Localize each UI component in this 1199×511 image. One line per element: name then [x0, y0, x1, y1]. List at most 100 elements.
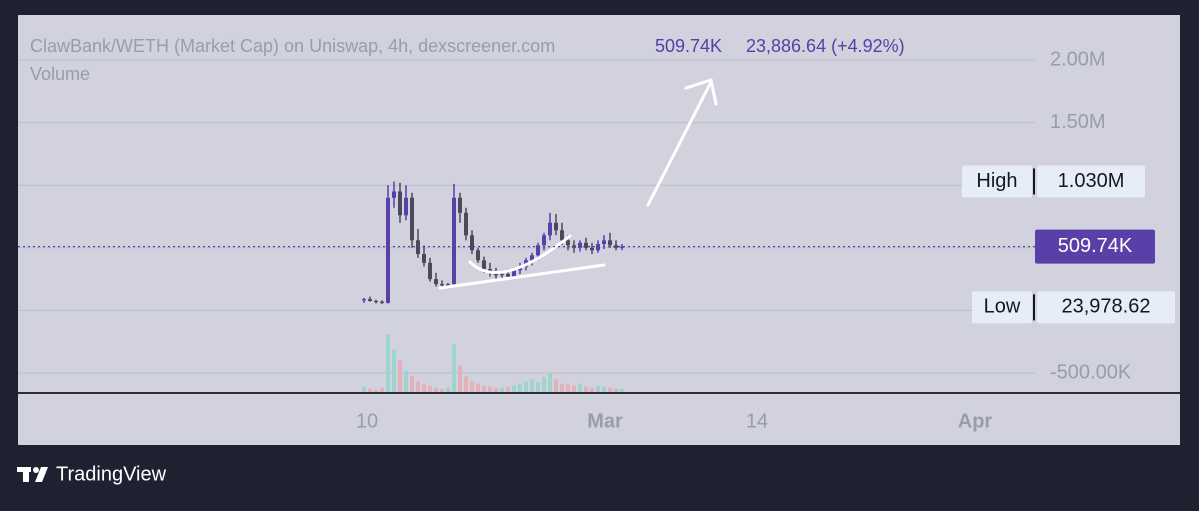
- volume-bar: [452, 344, 456, 392]
- volume-label: Volume: [30, 64, 90, 84]
- candle-body: [608, 240, 612, 246]
- volume-bar: [380, 387, 384, 392]
- logo-part: [23, 467, 29, 482]
- candle-body: [368, 299, 372, 302]
- candle-body: [476, 250, 480, 261]
- candle-body: [542, 235, 546, 246]
- candle-body: [374, 301, 378, 303]
- candle-body: [392, 191, 396, 198]
- candle-body: [620, 246, 624, 248]
- volume-bar: [368, 388, 372, 392]
- volume-bar: [506, 386, 510, 392]
- low-label-box: [972, 291, 1032, 324]
- volume-bar: [494, 387, 498, 392]
- chart-panel: [18, 15, 1180, 445]
- logo-part: [35, 467, 48, 482]
- volume-bar: [404, 370, 408, 392]
- header-change: 23,886.64 (+4.92%): [746, 36, 905, 56]
- candle-body: [602, 240, 606, 245]
- high-value: 1.030M: [1058, 170, 1125, 192]
- candle-body: [566, 240, 570, 246]
- last-price-label: 509.74K: [1058, 235, 1133, 257]
- volume-bar: [542, 377, 546, 392]
- volume-bar: [374, 389, 378, 392]
- arrow-head: [684, 78, 718, 106]
- volume-bar: [548, 373, 552, 392]
- brand-logo: [17, 467, 48, 482]
- volume-bar: [428, 385, 432, 392]
- volume-bar: [590, 387, 594, 392]
- volume-bar: [482, 385, 486, 392]
- volume-bar: [434, 387, 438, 392]
- candle-body: [494, 272, 498, 276]
- volume-bar: [476, 383, 480, 392]
- candle-body: [410, 197, 414, 241]
- volume-bar: [470, 381, 474, 392]
- volume-bar: [560, 383, 564, 392]
- volume-bar: [386, 334, 390, 392]
- y-tick-label: 2.00M: [1050, 48, 1106, 70]
- volume-bar: [536, 382, 540, 392]
- volume-bar: [554, 379, 558, 392]
- y-tick-label: 1.50M: [1050, 111, 1106, 133]
- candle-body: [548, 222, 552, 236]
- candle-body: [578, 242, 582, 248]
- volume-bar: [410, 376, 414, 392]
- candle-body: [560, 230, 564, 241]
- volume-bar: [584, 386, 588, 392]
- candle-body: [362, 299, 366, 301]
- volume-bar: [572, 385, 576, 392]
- chart-title: ClawBank/WETH (Market Cap) on Uniswap, 4…: [30, 36, 555, 56]
- candle-body: [386, 197, 390, 303]
- x-tick-label: Apr: [958, 410, 993, 432]
- volume-bar: [500, 387, 504, 392]
- brand-name: TradingView: [56, 463, 167, 485]
- annotations: [438, 78, 718, 290]
- volume-bar: [530, 379, 534, 392]
- candle-body: [500, 274, 504, 276]
- last-price-box: [1035, 229, 1155, 264]
- high-label: High: [976, 170, 1017, 192]
- candle-body: [506, 274, 510, 277]
- volume-bar: [392, 349, 396, 392]
- candle-body: [554, 222, 558, 231]
- arrow-shaft: [646, 80, 713, 207]
- candle-body: [614, 245, 618, 248]
- candle-body: [452, 197, 456, 285]
- support-line: [438, 263, 606, 290]
- volume-bar: [488, 386, 492, 392]
- volume-bar: [518, 383, 522, 392]
- low-value: 23,978.62: [1062, 296, 1151, 318]
- candle-body: [464, 212, 468, 236]
- candle-body: [512, 270, 516, 277]
- volume-bar: [608, 387, 612, 392]
- volume-bar: [596, 385, 600, 392]
- volume-bar: [416, 381, 420, 392]
- volume-bar: [614, 388, 618, 392]
- volume-bar: [566, 384, 570, 392]
- volume-bar: [464, 376, 468, 392]
- candle-body: [536, 245, 540, 256]
- volume-bar: [446, 387, 450, 392]
- logo-part: [33, 467, 39, 473]
- x-tick-label: 14: [746, 410, 768, 432]
- y-tick-label: -500.00K: [1050, 361, 1132, 383]
- cup-curve: [468, 234, 572, 274]
- candle-body: [422, 254, 426, 263]
- volume-bar: [602, 386, 606, 392]
- volume-bar: [422, 383, 426, 392]
- volume-bar: [578, 383, 582, 392]
- candle-body: [470, 235, 474, 251]
- x-tick-label: Mar: [587, 410, 623, 432]
- low-label: Low: [984, 296, 1021, 318]
- candle-body: [440, 284, 444, 286]
- volume-bar: [512, 385, 516, 392]
- volume-bar: [440, 388, 444, 392]
- volume-bar: [620, 388, 624, 392]
- candle-body: [380, 301, 384, 303]
- header-last: 509.74K: [655, 36, 722, 56]
- x-tick-label: 10: [356, 410, 378, 432]
- candle-body: [434, 279, 438, 285]
- low-value-box: [1037, 291, 1175, 324]
